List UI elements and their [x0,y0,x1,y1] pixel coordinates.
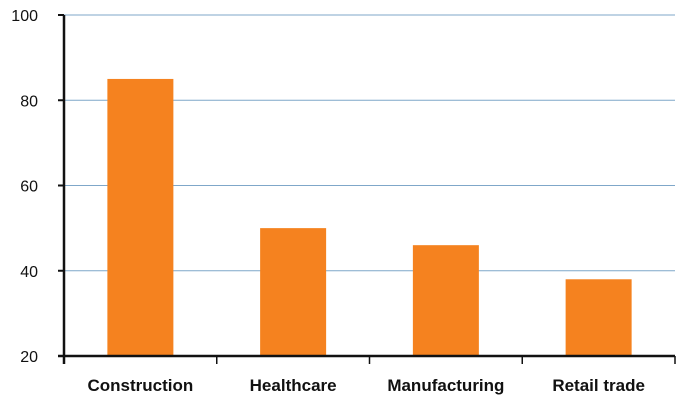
y-tick-label-40: 40 [20,264,38,281]
y-tick-label-100: 100 [11,8,38,25]
bar-manufacturing [412,245,479,356]
category-label-construction: Construction [87,376,193,395]
bar-construction [107,78,174,356]
y-tick-label-80: 80 [20,93,38,110]
y-tick-label-20: 20 [20,349,38,366]
y-tick-labels: 20 40 60 80 100 [11,8,38,366]
category-label-healthcare: Healthcare [250,376,337,395]
bars [107,78,632,356]
category-labels: Construction Healthcare Manufacturing Retai… [87,376,644,395]
y-tick-label-60: 60 [20,179,38,196]
axes [58,14,676,364]
bar-healthcare [260,228,327,356]
category-label-manufacturing: Manufacturing [387,376,504,395]
bar-retail-trade [565,279,632,356]
category-label-retail-trade: Retail trade [552,376,645,395]
